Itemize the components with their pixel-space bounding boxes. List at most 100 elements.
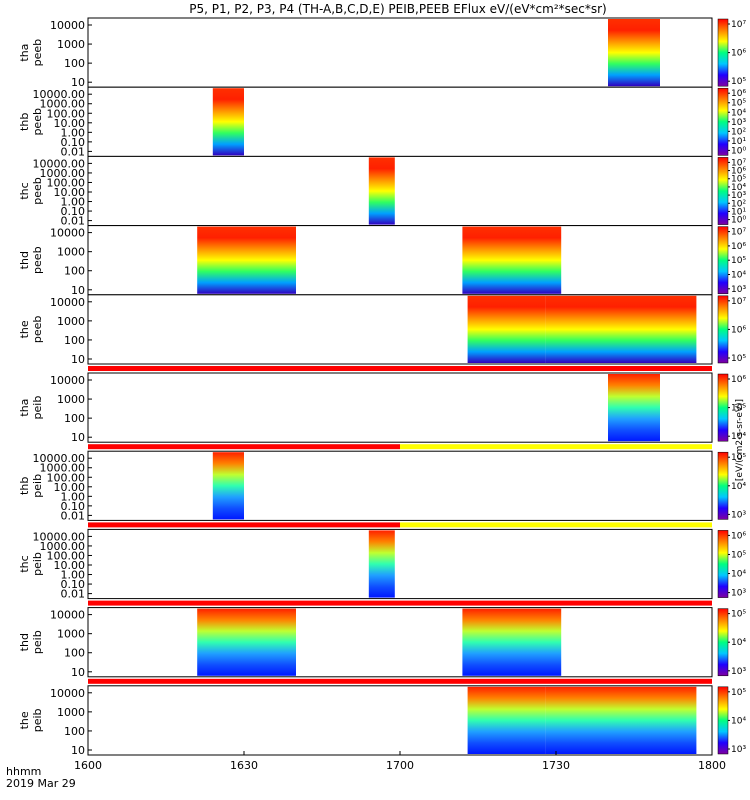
spectrogram-block [197, 226, 296, 294]
spectrogram-block [462, 226, 562, 294]
panel-thd-peib: 10000 1000 100 10 thd peib 10⁵ 10⁴ 10³ [18, 607, 746, 679]
colorbar-unit-label: [eV/(cm2-s-sr-eV)] [735, 399, 745, 481]
y-tick-label: 10 [71, 353, 85, 366]
spectrogram-block [545, 295, 697, 363]
y-tick-label: 10000.00 [33, 452, 86, 465]
y-tick-label: 0.10 [61, 205, 86, 218]
y-tick-label: 10000 [50, 374, 85, 387]
panel-label: tha [18, 399, 31, 417]
panel-frame [87, 86, 713, 157]
panel-label: the [18, 320, 31, 338]
colorbar-tick-label: 10⁴ [731, 271, 746, 281]
colorbar-tick-label: 10⁵ [731, 453, 746, 463]
x-axis-label-hhmm: hhmm [6, 765, 41, 778]
y-tick-label: 10000 [50, 687, 85, 700]
y-tick-label: 100 [64, 57, 85, 70]
colorbar-tick-label: 10¹ [731, 137, 746, 147]
chart-title: P5, P1, P2, P3, P4 (TH-A,B,C,D,E) PEIB,P… [189, 2, 606, 16]
panel-label: peib [31, 474, 44, 498]
panel-label: thc [18, 182, 31, 199]
panel-tha-peib: 10000 1000 100 10 tha peib 10⁶ 10⁵ 10⁴ [18, 372, 746, 444]
colorbar-tick-label: 10⁵ [731, 99, 746, 109]
colorbar [717, 530, 729, 598]
panel-label: peib [31, 396, 44, 420]
colorbar-tick-label: 10³ [731, 118, 746, 128]
colorbar-tick-label: 10⁶ [731, 89, 746, 99]
y-tick-label: 10000 [50, 296, 85, 309]
y-tick-label: 1000 [57, 706, 85, 719]
colorbar-tick-label: 10⁵ [731, 550, 746, 560]
y-tick-label: 10000 [50, 19, 85, 32]
colorbar-tick-label: 10⁴ [731, 183, 746, 193]
panel-label: tha [18, 44, 31, 62]
y-tick-label: 10000 [50, 609, 85, 622]
y-tick-label: 10 [71, 744, 85, 757]
spectrogram-block [212, 88, 244, 156]
panel-the-peib: 10000 1000 100 10 the peib 10⁵ 10⁴ 10³ [18, 685, 746, 757]
y-tick-label: 10 [71, 666, 85, 679]
panel-thd-peeb: 10000 1000 100 10 thd peeb 10⁷ 10⁶ 10⁵ 10⁴ 10³ [18, 225, 746, 297]
x-tick-label: 1600 [74, 759, 102, 772]
y-tick-label: 10 [71, 431, 85, 444]
panel-label: thd [18, 251, 31, 269]
status-bar-segment [400, 522, 712, 528]
colorbar-tick-label: 10¹ [731, 207, 746, 217]
colorbar-tick-label: 10³ [731, 510, 746, 520]
panel-label: peeb [31, 246, 44, 274]
y-tick-label: 1000.00 [40, 462, 86, 475]
y-tick-label: 100 [64, 412, 85, 425]
status-bar-segment [88, 600, 712, 606]
panel-frame [87, 155, 713, 227]
colorbar [717, 295, 729, 364]
colorbar [717, 87, 729, 156]
spectrogram-block [545, 686, 697, 754]
colorbar-tick-label: 10⁰ [731, 146, 746, 156]
colorbar-tick-label: 10⁴ [731, 432, 746, 442]
colorbar-tick-label: 10² [731, 199, 746, 209]
y-tick-label: 100 [64, 725, 85, 738]
y-tick-label: 1000.00 [40, 540, 86, 553]
panel-frame [87, 528, 713, 600]
y-tick-label: 10 [71, 76, 85, 89]
y-tick-label: 10.00 [54, 186, 86, 199]
y-tick-label: 100.00 [47, 107, 86, 120]
y-tick-label: 0.10 [61, 136, 86, 149]
spectrogram-block [212, 452, 244, 520]
colorbar [717, 157, 729, 225]
panel-the-peeb: 10000 1000 100 10 the peeb 10⁷ 10⁶ 10⁵ [18, 294, 746, 366]
y-tick-label: 1.00 [61, 126, 86, 139]
colorbar [717, 18, 729, 87]
x-axis-label-date: 2019 Mar 29 [6, 777, 76, 790]
status-bar-segment [88, 444, 400, 450]
colorbar-tick-label: 10⁶ [731, 375, 746, 385]
panel-label: thc [18, 555, 31, 572]
panel-label: peeb [31, 108, 44, 136]
colorbar-tick-label: 10³ [731, 667, 746, 677]
status-bar-segment [88, 522, 400, 528]
y-tick-label: 10000 [50, 227, 85, 240]
colorbar-tick-label: 10⁵ [731, 77, 746, 87]
colorbar-tick-label: 10⁴ [731, 570, 746, 580]
colorbar-tick-label: 10⁶ [731, 167, 746, 177]
y-tick-label: 100.00 [47, 471, 86, 484]
y-tick-label: 10 [71, 284, 85, 297]
y-tick-label: 0.01 [61, 215, 86, 228]
y-tick-label: 0.10 [61, 578, 86, 591]
spectrogram-block [368, 157, 395, 225]
y-tick-label: 0.10 [61, 500, 86, 513]
panel-label: peeb [31, 177, 44, 205]
y-tick-label: 1.00 [61, 569, 86, 582]
x-tick-label: 1630 [230, 759, 258, 772]
y-tick-label: 10.00 [54, 117, 86, 130]
status-bar [88, 600, 712, 606]
status-bar [88, 522, 712, 528]
colorbar-tick-label: 10² [731, 127, 746, 137]
colorbar [717, 451, 729, 520]
panel-label: peeb [31, 39, 44, 67]
y-tick-label: 10000.00 [33, 530, 86, 543]
y-tick-label: 1000 [57, 315, 85, 328]
spectrogram-block [368, 530, 395, 598]
